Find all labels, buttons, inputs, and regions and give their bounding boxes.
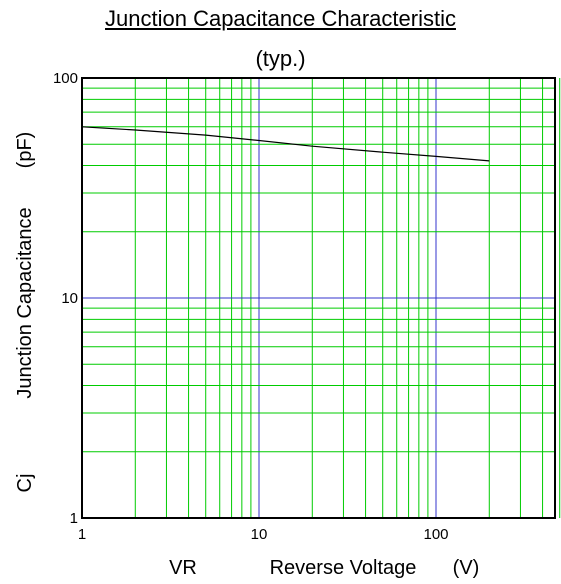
- y-axis-symbol: Cj: [14, 474, 36, 493]
- chart-subtitle: (typ.): [255, 46, 306, 71]
- y-tick-label: 100: [53, 70, 78, 87]
- series-line: [81, 126, 490, 162]
- y-tick-labels: 1 10 100: [53, 70, 78, 527]
- y-tick-label: 1: [70, 510, 78, 527]
- chart-title: Junction Capacitance Characteristic: [105, 6, 456, 31]
- x-tick-label: 100: [423, 526, 448, 543]
- x-axis-symbol: VR: [169, 557, 197, 579]
- x-tick-label: 10: [251, 526, 268, 543]
- grid: [82, 78, 561, 518]
- y-tick-label: 10: [61, 290, 78, 307]
- curve-layer: [81, 126, 490, 162]
- x-axis-label: Reverse Voltage: [270, 557, 417, 579]
- x-tick-labels: 1 10 100: [78, 526, 449, 543]
- x-tick-label: 1: [78, 526, 86, 543]
- y-axis-unit: (pF): [14, 132, 36, 169]
- x-axis-unit: (V): [453, 557, 480, 579]
- y-axis-label: Junction Capacitance: [14, 207, 36, 398]
- plot-frame: [81, 77, 556, 519]
